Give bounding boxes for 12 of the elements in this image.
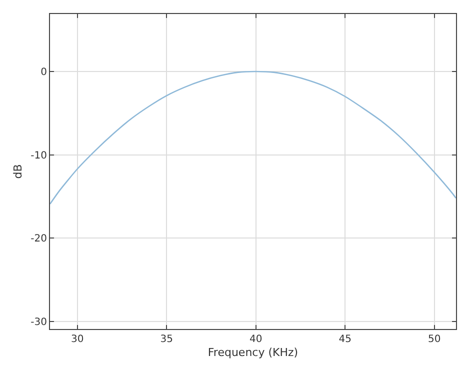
y-tick-label: 0 — [40, 67, 47, 78]
x-tick-label: 50 — [428, 334, 441, 345]
x-tick-label: 30 — [70, 334, 84, 345]
x-tick-label: 40 — [249, 334, 262, 345]
y-axis-title: dB — [11, 164, 24, 179]
x-axis-title: Frequency (KHz) — [208, 346, 298, 360]
y-tick-label: -10 — [30, 150, 47, 162]
x-tick-label: 45 — [338, 334, 352, 345]
y-tick-label: -20 — [30, 234, 47, 245]
y-tick-label: -30 — [30, 317, 47, 328]
x-tick-label: 35 — [160, 334, 173, 345]
line-series — [50, 70, 456, 205]
